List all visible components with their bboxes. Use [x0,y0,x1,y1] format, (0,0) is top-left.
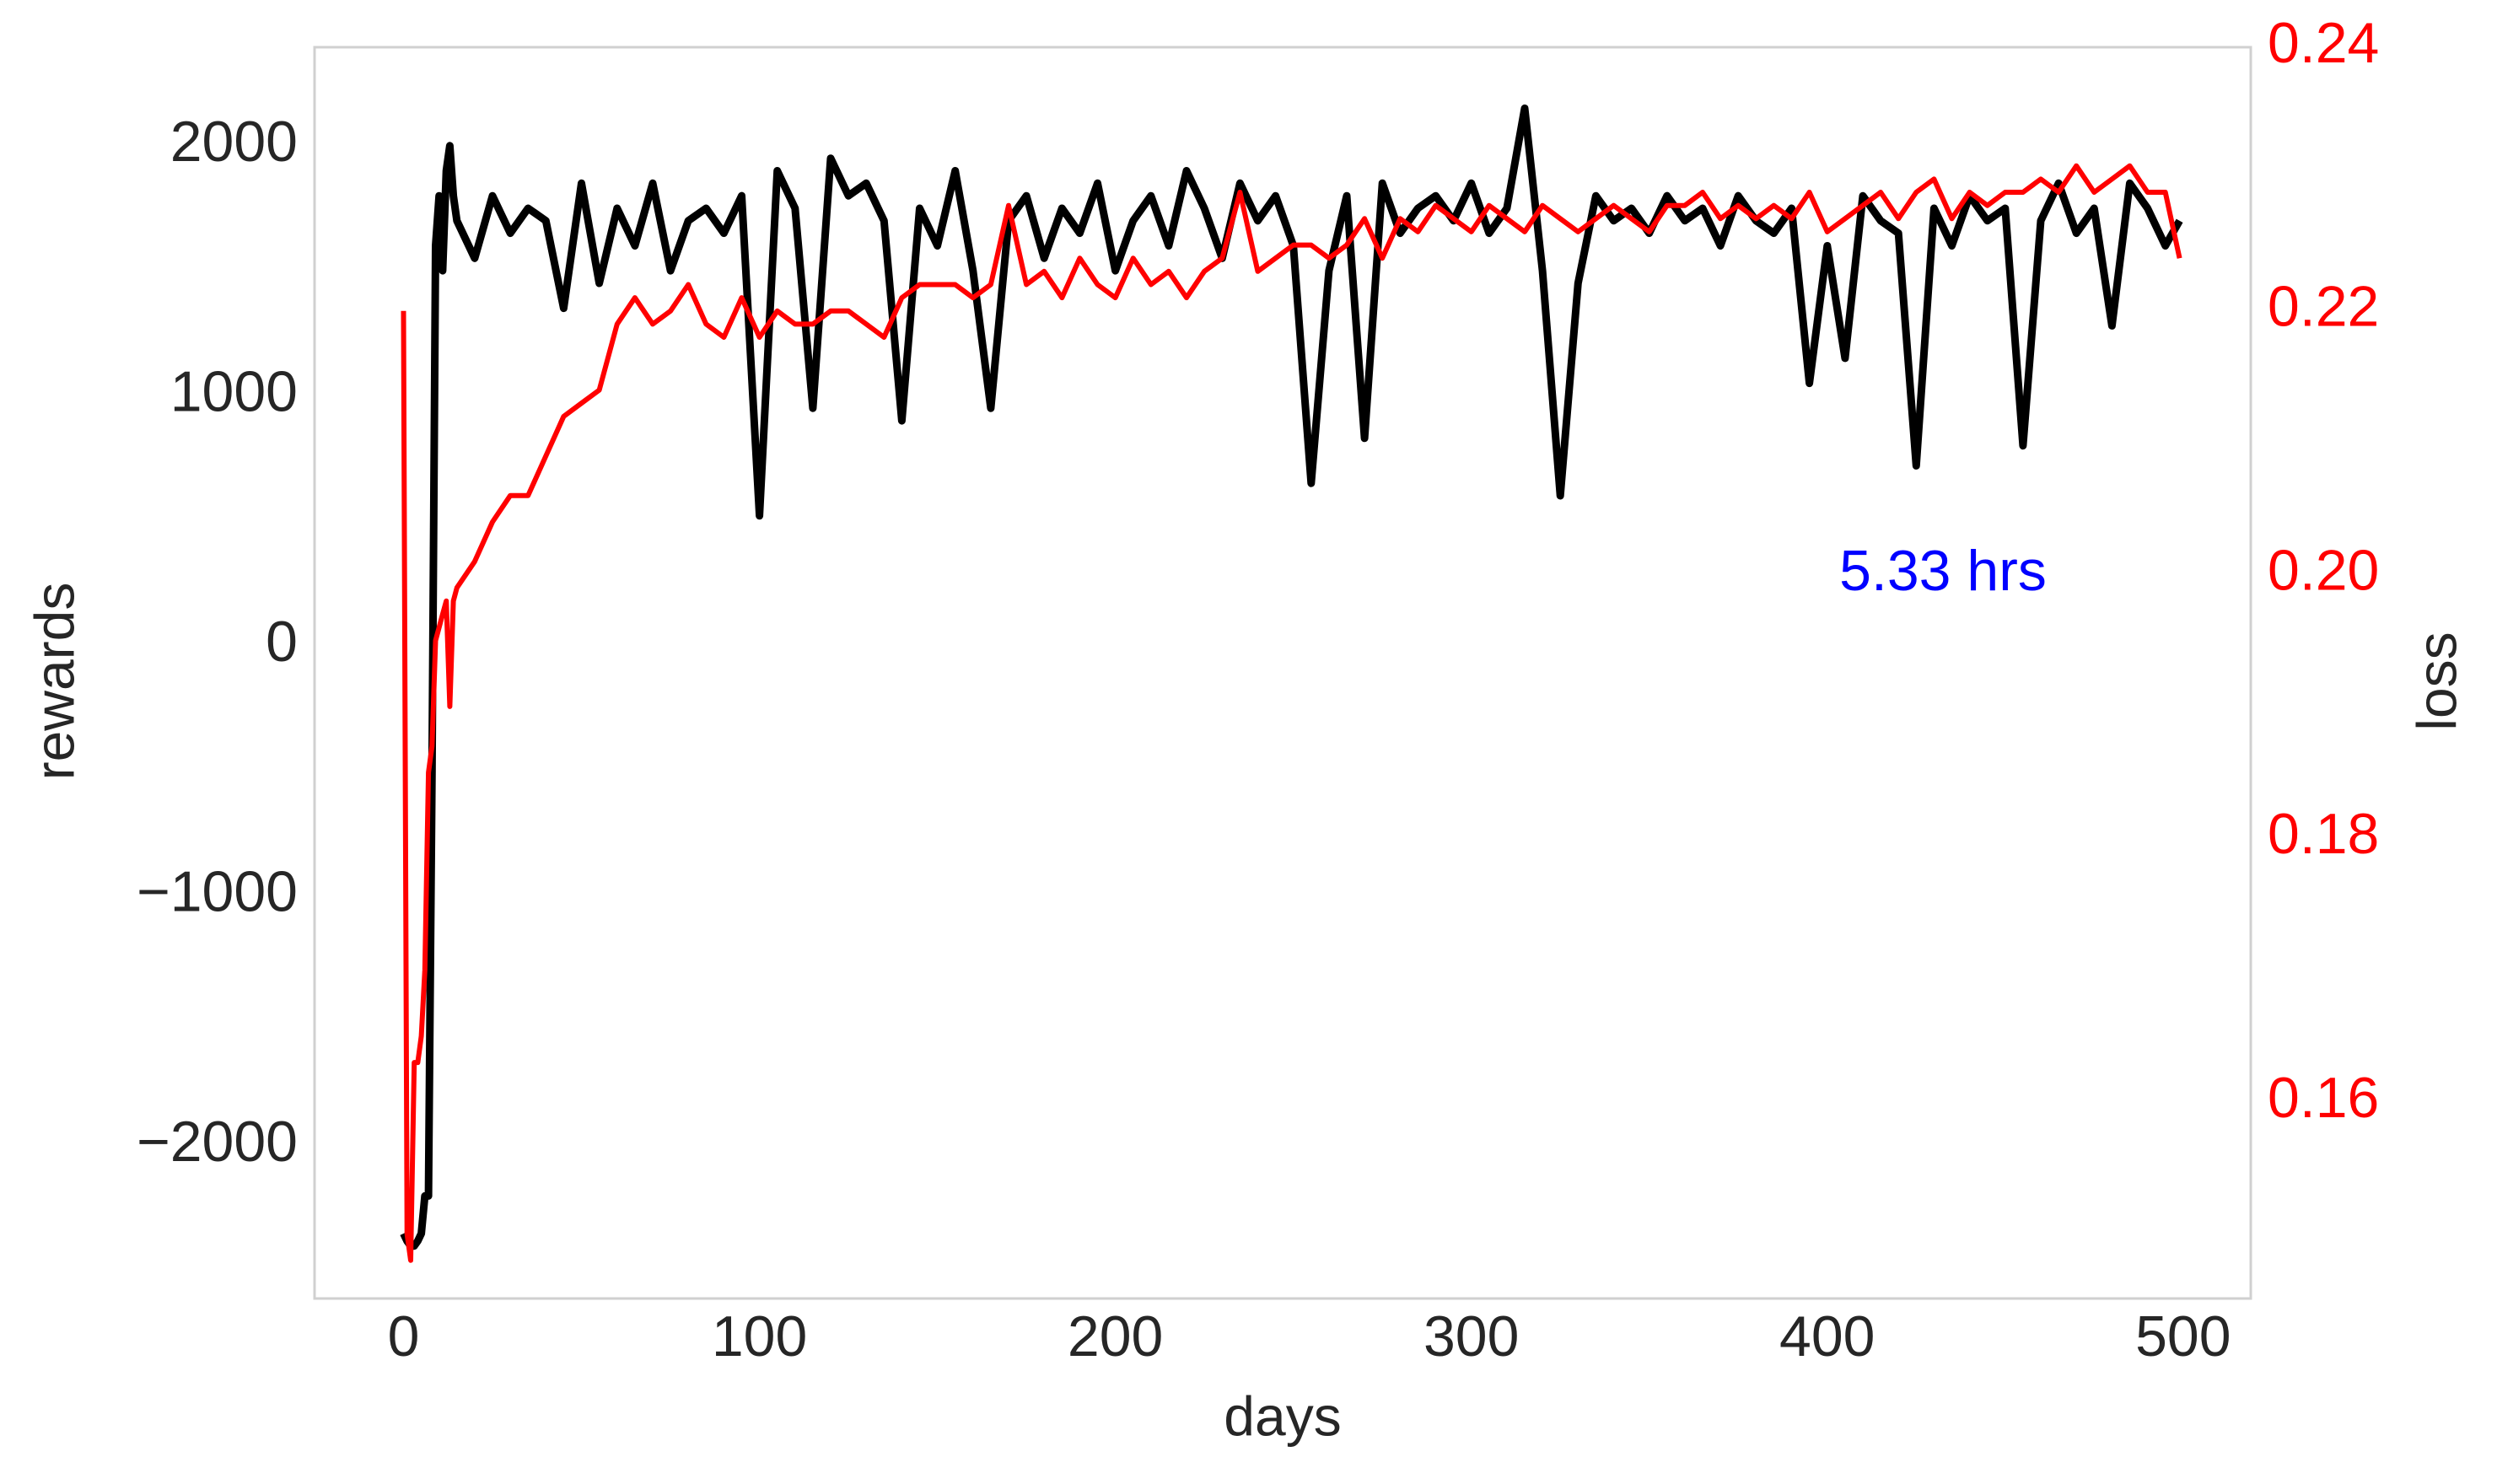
y2-axis-label: loss [2405,632,2467,730]
y2-tick-label: 0.20 [2268,538,2379,602]
x-tick-label: 300 [1423,1304,1519,1368]
y-tick-label: 1000 [170,359,298,423]
y2-tick-label: 0.18 [2268,802,2379,866]
series-line [401,163,2182,1263]
x-tick-label: 500 [2135,1304,2231,1368]
series-line [400,104,2183,1250]
y-tick-label: −2000 [137,1110,298,1174]
y2-tick-label: 0.16 [2268,1066,2379,1130]
x-tick-label: 200 [1068,1304,1163,1368]
x-tick-label: 400 [1779,1304,1875,1368]
x-tick-label: 0 [388,1304,420,1368]
x-tick-label: 100 [712,1304,807,1368]
y-axis-label: rewards [23,583,85,781]
y2-tick-label: 0.24 [2268,11,2379,75]
x-axis-label: days [1224,1385,1341,1447]
plot-frame [313,46,2252,1300]
y-tick-label: 0 [266,610,298,674]
y2-tick-label: 0.22 [2268,275,2379,339]
y-tick-label: −1000 [137,860,298,924]
y-tick-label: 2000 [170,110,298,174]
annotation: 5.33 hrs [1839,539,2047,603]
